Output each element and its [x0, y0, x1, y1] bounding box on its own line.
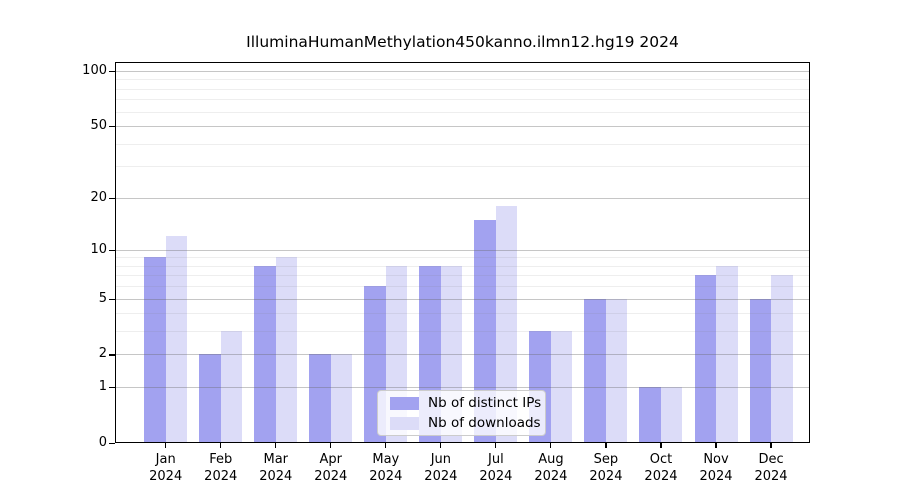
y-tick-label-5: 5 — [98, 290, 107, 306]
x-tick-label-oct: Oct 2024 — [644, 452, 678, 484]
x-tick-mark-mar — [275, 443, 277, 448]
plot-area: Nb of distinct IPs Nb of downloads — [115, 62, 810, 443]
x-tick-mark-jun — [440, 443, 442, 448]
y-tick-label-1: 1 — [98, 379, 107, 395]
y-tick-mark-50 — [109, 126, 115, 128]
bar-downloads-aug — [550, 331, 573, 443]
x-tick-mark-apr — [330, 443, 332, 448]
x-tick-label-sep: Sep 2024 — [589, 452, 623, 484]
x-tick-mark-nov — [715, 443, 717, 448]
y-tick-mark-1 — [109, 387, 115, 389]
bar-distinct-ips-feb — [199, 354, 221, 443]
x-tick-label-jul: Jul 2024 — [479, 452, 513, 484]
bar-distinct-ips-nov — [694, 275, 716, 443]
x-tick-mark-jul — [495, 443, 497, 448]
y-tick-label-2: 2 — [98, 346, 107, 362]
x-tick-label-mar: Mar 2024 — [259, 452, 293, 484]
x-tick-label-jan: Jan 2024 — [149, 452, 183, 484]
x-tick-label-dec: Dec 2024 — [754, 452, 788, 484]
x-tick-label-aug: Aug 2024 — [534, 452, 568, 484]
bar-downloads-oct — [660, 387, 683, 443]
bar-distinct-ips-oct — [639, 387, 661, 443]
bars-layer — [115, 62, 810, 443]
bar-distinct-ips-dec — [749, 298, 772, 443]
x-tick-mark-oct — [660, 443, 662, 448]
x-tick-mark-sep — [605, 443, 607, 448]
legend-item-downloads: Nb of downloads — [378, 415, 545, 431]
chart-title: IlluminaHumanMethylation450kanno.ilmn12.… — [246, 33, 679, 51]
x-tick-label-may: May 2024 — [369, 452, 403, 484]
y-tick-label-10: 10 — [90, 241, 107, 257]
y-tick-mark-2 — [109, 354, 115, 356]
y-tick-label-50: 50 — [90, 118, 107, 134]
y-tick-mark-5 — [109, 298, 115, 300]
x-tick-label-feb: Feb 2024 — [204, 452, 238, 484]
x-tick-label-jun: Jun 2024 — [424, 452, 458, 484]
bar-distinct-ips-apr — [309, 354, 331, 443]
legend-label-distinct-ips: Nb of distinct IPs — [428, 395, 542, 411]
bar-downloads-jul — [495, 205, 518, 443]
bar-downloads-sep — [605, 298, 628, 443]
legend-swatch-downloads — [390, 416, 419, 430]
x-tick-label-nov: Nov 2024 — [699, 452, 733, 484]
bar-distinct-ips-mar — [254, 265, 276, 443]
x-tick-mark-dec — [770, 443, 772, 448]
bar-downloads-jan — [165, 236, 188, 443]
legend-swatch-distinct-ips — [390, 396, 419, 410]
legend-item-distinct-ips: Nb of distinct IPs — [378, 395, 545, 411]
bar-downloads-mar — [275, 257, 298, 443]
bar-distinct-ips-sep — [584, 298, 606, 443]
x-tick-mark-feb — [220, 443, 222, 448]
y-tick-mark-0 — [109, 443, 115, 445]
bar-distinct-ips-jan — [144, 257, 166, 443]
y-tick-mark-100 — [109, 71, 115, 73]
y-tick-mark-10 — [109, 249, 115, 251]
legend-label-downloads: Nb of downloads — [428, 415, 541, 431]
legend: Nb of distinct IPs Nb of downloads — [377, 390, 546, 436]
y-tick-mark-20 — [109, 197, 115, 199]
bar-downloads-nov — [716, 265, 738, 443]
bar-downloads-apr — [330, 354, 353, 443]
y-tick-label-20: 20 — [90, 189, 107, 205]
y-tick-label-0: 0 — [98, 435, 107, 450]
y-tick-label-100: 100 — [82, 63, 107, 79]
x-tick-mark-jan — [165, 443, 167, 448]
x-tick-label-apr: Apr 2024 — [314, 452, 348, 484]
bar-downloads-dec — [771, 275, 793, 443]
x-tick-mark-aug — [550, 443, 552, 448]
bar-downloads-feb — [220, 331, 243, 443]
x-tick-mark-may — [385, 443, 387, 448]
bar-distinct-ips-jul — [474, 219, 496, 443]
